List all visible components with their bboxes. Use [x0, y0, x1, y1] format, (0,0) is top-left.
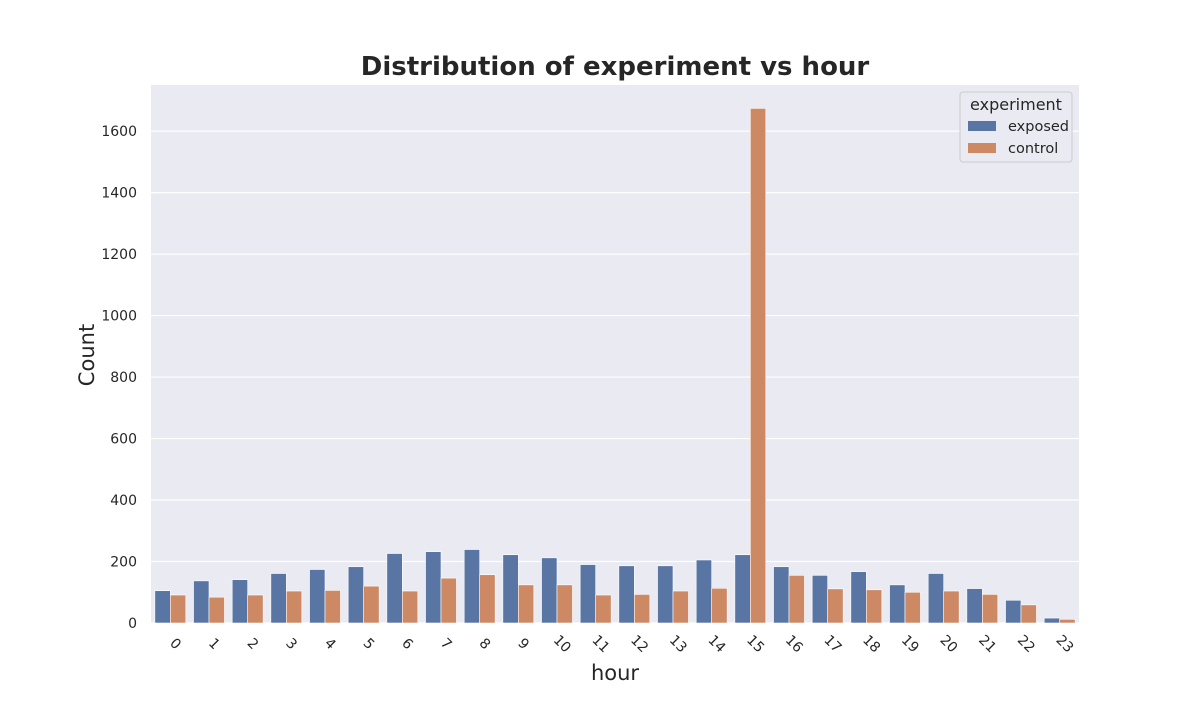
x-tick-label: 8: [476, 635, 494, 653]
bar-exposed-hour-18: [850, 571, 867, 624]
bar-control-hour-15: [750, 108, 767, 624]
legend-title: experiment: [970, 95, 1062, 114]
bar-exposed-hour-9: [502, 554, 519, 624]
bar-control-hour-3: [286, 590, 303, 624]
x-axis-ticks: 0 1 2 3 4 5 6 7 8 9 10 11 12 13 14 15 16 17 18 19 20 21 22 23: [166, 632, 1076, 656]
y-tick-label: 400: [110, 493, 137, 509]
bar-exposed-hour-16: [773, 566, 790, 624]
gridlines: [151, 130, 1079, 624]
bar-control-hour-12: [634, 594, 651, 624]
chart-title: Distribution of experiment vs hour: [361, 52, 870, 82]
legend-label-exposed: exposed: [1008, 119, 1069, 135]
bar-control-hour-1: [208, 596, 225, 624]
plot-background: [151, 85, 1079, 623]
x-tick-label: 7: [437, 635, 455, 653]
bar-exposed-hour-22: [1005, 599, 1022, 624]
bar-control-hour-5: [363, 585, 380, 624]
x-tick-label: 6: [398, 635, 416, 653]
y-tick-label: 800: [110, 370, 137, 386]
x-tick-label: 0: [166, 635, 184, 653]
bar-exposed-hour-5: [347, 566, 364, 624]
bar-exposed-hour-3: [270, 573, 287, 624]
bar-control-hour-2: [247, 594, 264, 624]
y-tick-label: 200: [110, 555, 137, 571]
bar-control-hour-23: [1059, 619, 1076, 624]
bar-exposed-hour-14: [695, 559, 712, 624]
bar-control-hour-16: [788, 575, 805, 624]
y-tick-label: 1000: [101, 309, 137, 325]
bars: [154, 108, 1076, 624]
bar-exposed-hour-7: [425, 551, 442, 624]
bar-exposed-hour-11: [579, 564, 596, 624]
bar-exposed-hour-19: [889, 584, 906, 624]
x-tick-label: 11: [589, 632, 613, 656]
bar-control-hour-11: [595, 594, 612, 624]
x-tick-label: 12: [627, 632, 651, 656]
x-tick-label: 14: [705, 632, 729, 656]
bar-control-hour-19: [904, 591, 921, 624]
bar-control-hour-20: [943, 590, 960, 624]
x-tick-label: 22: [1014, 632, 1038, 656]
x-tick-label: 5: [360, 635, 378, 653]
bar-exposed-hour-2: [231, 579, 248, 624]
x-tick-label: 4: [321, 635, 339, 653]
x-tick-label: 20: [937, 632, 961, 656]
bar-control-hour-6: [402, 590, 419, 624]
x-tick-label: 3: [282, 635, 300, 653]
bar-exposed-hour-12: [618, 565, 635, 624]
y-axis-ticks: 0 200 400 600 800 1000 1200 1400 1600: [101, 124, 137, 632]
bar-exposed-hour-15: [734, 554, 751, 624]
bar-exposed-hour-10: [541, 557, 558, 624]
bar-control-hour-17: [827, 588, 844, 624]
bar-exposed-hour-20: [927, 573, 944, 624]
x-tick-label: 18: [859, 632, 883, 656]
legend-label-control: control: [1008, 141, 1058, 157]
x-tick-label: 10: [550, 632, 574, 656]
bar-control-hour-9: [518, 584, 535, 624]
bar-control-hour-10: [556, 584, 573, 624]
bar-control-hour-8: [479, 574, 496, 624]
bar-control-hour-22: [1020, 604, 1037, 624]
legend-swatch-control: [968, 143, 996, 153]
bar-exposed-hour-17: [811, 575, 828, 624]
bar-control-hour-0: [170, 594, 187, 624]
bar-exposed-hour-1: [193, 580, 210, 624]
bar-control-hour-13: [672, 590, 689, 624]
y-tick-label: 0: [128, 616, 137, 632]
x-tick-label: 15: [743, 632, 767, 656]
bar-exposed-hour-6: [386, 553, 403, 624]
x-tick-label: 2: [244, 635, 262, 653]
legend-swatch-exposed: [968, 121, 996, 131]
x-tick-label: 21: [975, 632, 999, 656]
x-tick-label: 13: [666, 632, 690, 656]
bar-exposed-hour-8: [463, 549, 480, 624]
bar-control-hour-21: [982, 594, 999, 624]
bar-exposed-hour-21: [966, 588, 983, 624]
y-tick-label: 600: [110, 432, 137, 448]
bar-control-hour-4: [324, 590, 341, 624]
bar-control-hour-18: [866, 589, 883, 624]
bar-exposed-hour-13: [657, 565, 674, 624]
bar-exposed-hour-4: [309, 569, 326, 624]
x-tick-label: 1: [205, 635, 223, 653]
x-tick-label: 16: [782, 632, 806, 656]
x-tick-label: 17: [821, 632, 845, 656]
y-axis-label: Count: [75, 324, 99, 386]
y-tick-label: 1200: [101, 247, 137, 263]
bar-exposed-hour-23: [1043, 617, 1060, 624]
bar-control-hour-14: [711, 587, 728, 624]
x-tick-label: 19: [898, 632, 922, 656]
x-tick-label: 9: [514, 635, 532, 653]
bar-exposed-hour-0: [154, 590, 171, 624]
legend: experiment exposed control: [959, 91, 1073, 163]
x-axis-label: hour: [591, 661, 639, 685]
y-tick-label: 1600: [101, 124, 137, 140]
y-tick-label: 1400: [101, 186, 137, 202]
x-tick-label: 23: [1053, 632, 1077, 656]
bar-control-hour-7: [440, 577, 457, 624]
